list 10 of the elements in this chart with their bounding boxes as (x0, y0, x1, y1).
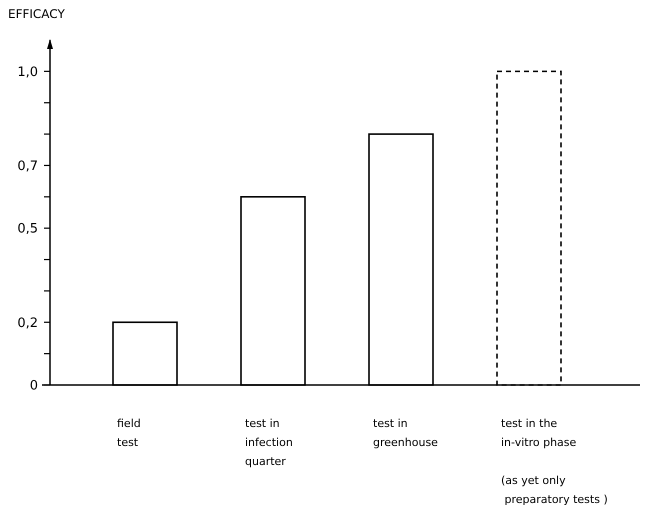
x-tick-label: field test (117, 417, 141, 449)
y-tick-label: 1,0 (17, 64, 38, 80)
y-tick-label: 0,7 (17, 159, 38, 174)
y-axis-title: EFFICACY (8, 7, 66, 21)
category-label: test in the in-vitro phase (as yet only preparatory tests ) (501, 417, 608, 505)
x-tick-label: test in greenhouse (373, 417, 438, 449)
x-tick-label: test in infection quarter (245, 417, 293, 468)
y-tick-label: 0,5 (17, 222, 38, 237)
y-tick-label: 0,2 (17, 316, 38, 331)
y-tick-label: 0 (30, 378, 38, 394)
